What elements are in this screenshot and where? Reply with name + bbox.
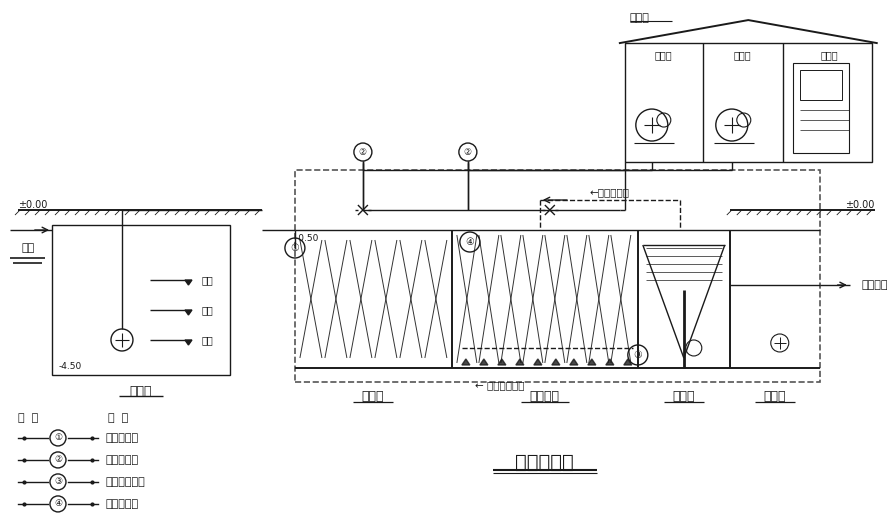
Bar bbox=[52, 225, 230, 375]
Text: 清水池: 清水池 bbox=[764, 390, 786, 404]
Text: 中位: 中位 bbox=[201, 305, 212, 315]
Text: 低位: 低位 bbox=[201, 335, 212, 345]
Text: ←污泥回流管: ←污泥回流管 bbox=[589, 187, 629, 197]
Text: ±0.00: ±0.00 bbox=[18, 200, 47, 210]
Text: ①: ① bbox=[54, 433, 62, 443]
Text: 达标出水: 达标出水 bbox=[861, 280, 888, 290]
Text: ③: ③ bbox=[54, 478, 62, 487]
Text: ④: ④ bbox=[466, 237, 474, 247]
Polygon shape bbox=[185, 340, 192, 345]
Text: ④: ④ bbox=[54, 500, 62, 508]
Text: 沉淀池: 沉淀池 bbox=[673, 390, 695, 404]
Bar bbox=[625, 43, 872, 162]
Text: 控制柜: 控制柜 bbox=[821, 50, 838, 60]
Polygon shape bbox=[462, 359, 470, 365]
Polygon shape bbox=[480, 359, 488, 365]
Text: 名  称: 名 称 bbox=[108, 413, 128, 423]
Text: 设备间: 设备间 bbox=[629, 13, 650, 23]
Text: 高位: 高位 bbox=[201, 275, 212, 285]
Text: ①: ① bbox=[291, 243, 300, 253]
Polygon shape bbox=[185, 310, 192, 315]
Text: 鼓风机: 鼓风机 bbox=[734, 50, 751, 60]
Text: 缺氧池: 缺氧池 bbox=[362, 390, 384, 404]
Polygon shape bbox=[570, 359, 578, 365]
Polygon shape bbox=[605, 359, 613, 365]
Bar bbox=[793, 63, 849, 153]
Polygon shape bbox=[185, 280, 192, 285]
Bar bbox=[800, 70, 842, 100]
Text: ← 硝化液回流管: ← 硝化液回流管 bbox=[475, 380, 525, 390]
Text: -4.50: -4.50 bbox=[59, 362, 82, 372]
Text: 好氧化池: 好氧化池 bbox=[530, 390, 560, 404]
Text: ②: ② bbox=[54, 455, 62, 465]
Text: 污水: 污水 bbox=[21, 243, 35, 253]
Text: 调节池: 调节池 bbox=[130, 385, 152, 398]
Polygon shape bbox=[588, 359, 596, 365]
Text: 图  例: 图 例 bbox=[18, 413, 38, 423]
Text: ③: ③ bbox=[634, 350, 642, 360]
Polygon shape bbox=[534, 359, 542, 365]
Text: 系统进水管: 系统进水管 bbox=[106, 433, 139, 443]
Text: 工艺流程图: 工艺流程图 bbox=[516, 453, 574, 471]
Text: ±0.00: ±0.00 bbox=[845, 200, 874, 210]
Text: ②: ② bbox=[359, 148, 367, 157]
Polygon shape bbox=[498, 359, 506, 365]
Text: ②: ② bbox=[464, 148, 472, 157]
Text: 系统进风管: 系统进风管 bbox=[106, 455, 139, 465]
Text: 污泥回流管: 污泥回流管 bbox=[106, 499, 139, 509]
Polygon shape bbox=[552, 359, 560, 365]
Text: 硝化液回流管: 硝化液回流管 bbox=[106, 477, 146, 487]
Text: 鼓风机: 鼓风机 bbox=[655, 50, 673, 60]
Bar bbox=[295, 170, 820, 382]
Polygon shape bbox=[516, 359, 524, 365]
Text: -0.50: -0.50 bbox=[295, 233, 318, 243]
Polygon shape bbox=[624, 359, 632, 365]
